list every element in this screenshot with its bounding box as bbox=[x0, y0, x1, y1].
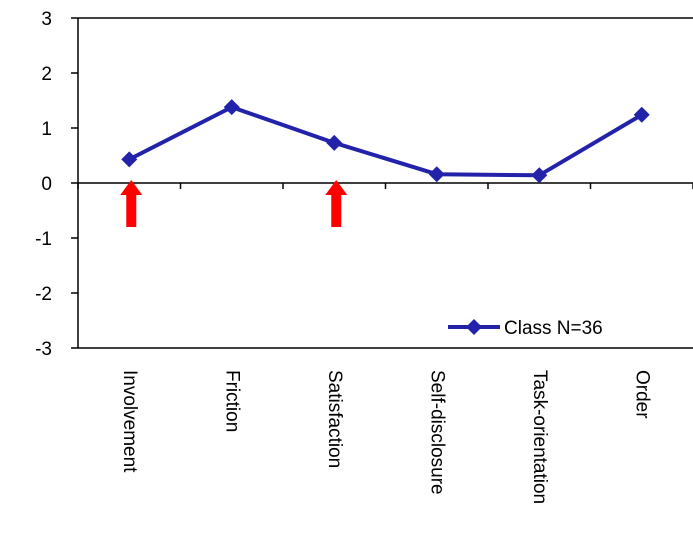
data-point-marker bbox=[223, 99, 240, 116]
x-axis: Involvement Friction Satisfaction Self-disc… bbox=[77, 182, 693, 504]
y-tick-label: 2 bbox=[41, 64, 52, 85]
y-tick-label: 1 bbox=[41, 119, 52, 140]
annotation-arrow bbox=[120, 180, 143, 227]
category-label: Task-orientation bbox=[529, 370, 550, 504]
annotation-layer bbox=[120, 180, 348, 227]
category-label: Order bbox=[631, 370, 652, 419]
category-label: Self-disclosure bbox=[426, 370, 447, 495]
legend-label: Class N=36 bbox=[504, 318, 603, 339]
data-point-marker bbox=[428, 166, 445, 183]
category-label: Satisfaction bbox=[324, 370, 345, 468]
series-line bbox=[128, 105, 643, 178]
data-point-marker bbox=[326, 134, 343, 151]
series-layer bbox=[121, 99, 650, 184]
category-label: Friction bbox=[221, 370, 242, 432]
data-point-marker bbox=[531, 167, 548, 184]
y-tick-label: 3 bbox=[41, 9, 52, 30]
legend: Class N=36 bbox=[448, 318, 603, 339]
y-tick-label: -1 bbox=[35, 229, 52, 250]
data-point-marker bbox=[633, 106, 650, 123]
legend-marker bbox=[466, 319, 482, 335]
category-label: Involvement bbox=[119, 370, 140, 473]
y-tick-label: -2 bbox=[35, 284, 52, 305]
y-tick-label: -3 bbox=[35, 339, 52, 360]
y-axis: 3 2 1 0 -1 -2 -3 bbox=[35, 9, 78, 360]
annotation-arrow bbox=[325, 180, 348, 227]
data-point-marker bbox=[121, 151, 138, 168]
y-tick-label: 0 bbox=[41, 174, 52, 195]
